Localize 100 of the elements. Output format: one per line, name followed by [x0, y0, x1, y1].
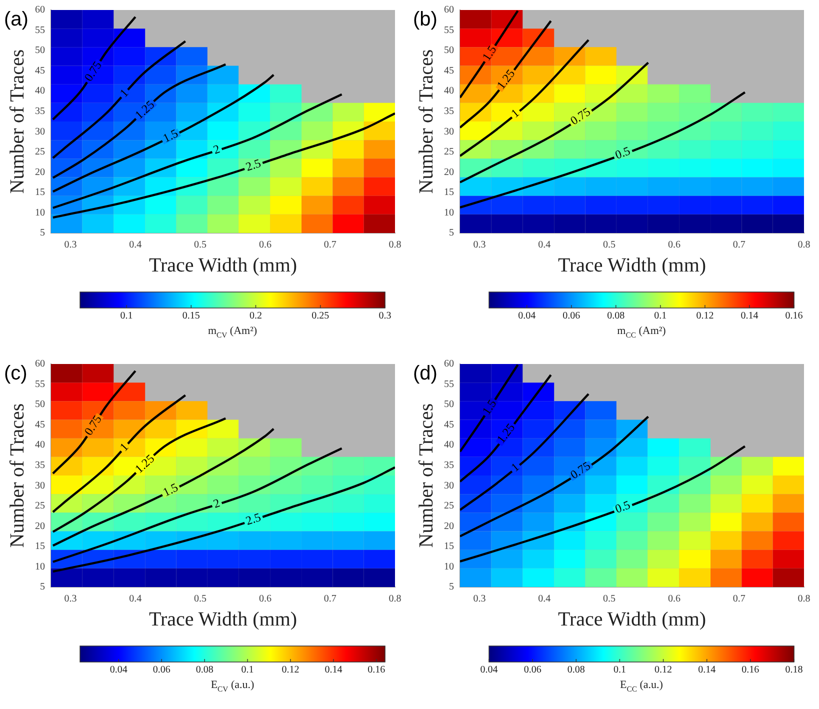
x-tick-label: 0.7 — [732, 594, 746, 605]
text: 0.5 — [613, 498, 632, 516]
y-tick-label: 55 — [444, 378, 454, 390]
text: (a) — [4, 8, 28, 31]
y-tick-label: 35 — [444, 460, 454, 471]
x-tick-label: 0.4 — [538, 594, 551, 605]
y-tick-label: 20 — [35, 166, 45, 178]
color-bar-label: 0.08 — [567, 664, 585, 676]
color-bar-label: 0.06 — [524, 664, 542, 676]
text: 1.25 — [494, 420, 518, 446]
y-tick-label: 30 — [35, 480, 45, 492]
y-tick-label: 25 — [35, 146, 45, 158]
color-bar-label: 0.08 — [607, 310, 625, 322]
text: (d) — [413, 362, 438, 385]
color-bar-label: 0.25 — [312, 310, 330, 322]
y-axis-title: Number of Traces — [6, 403, 28, 548]
y-tick-label: 40 — [444, 440, 454, 451]
y-tick-label: 30 — [444, 126, 454, 138]
y-tick-label: 45 — [35, 419, 45, 430]
y-tick-label: 40 — [444, 86, 454, 97]
color-bar-label: 0.14 — [740, 310, 758, 322]
text: 1.25 — [494, 66, 518, 92]
y-axis-title: Number of Traces — [415, 403, 438, 548]
y-tick-label: 10 — [35, 561, 45, 572]
color-bar-label: 0.15 — [182, 310, 200, 322]
y-tick-label: 55 — [35, 378, 45, 390]
text: 2.5 — [244, 510, 263, 528]
x-tick-label: 0.6 — [258, 240, 272, 251]
y-tick-label: 50 — [35, 399, 45, 410]
x-tick-label: 0.5 — [603, 240, 616, 251]
color-bar-label: 0.16 — [742, 664, 760, 676]
y-tick-label: 60 — [444, 358, 454, 370]
y-tick-label: 50 — [444, 399, 454, 410]
text: 1.5 — [160, 126, 180, 146]
color-bar-label: 0.12 — [696, 310, 714, 322]
color-bar-label: 0.3 — [378, 310, 392, 322]
text: 1.5 — [479, 397, 500, 418]
y-axis-title: Number of Traces — [415, 49, 438, 194]
y-tick-label: 50 — [444, 45, 454, 56]
x-tick-label: 0.5 — [194, 594, 207, 605]
y-tick-label: 35 — [35, 460, 45, 471]
y-tick-label: 40 — [35, 86, 45, 97]
y-tick-label: 60 — [35, 358, 45, 370]
color-bar-label: 0.16 — [785, 310, 803, 322]
y-tick-label: 5 — [40, 582, 45, 593]
y-tick-label: 20 — [444, 520, 454, 532]
x-tick-label: 0.4 — [129, 240, 142, 251]
text: 2 — [211, 496, 222, 511]
y-tick-label: 10 — [444, 561, 454, 572]
x-tick-label: 0.4 — [129, 594, 142, 605]
y-tick-label: 35 — [444, 106, 454, 117]
line-series — [460, 392, 590, 512]
y-tick-label: 10 — [35, 207, 45, 218]
x-tick-label: 0.5 — [603, 594, 616, 605]
x-tick-label: 0.3 — [64, 594, 77, 605]
text: (b) — [413, 8, 438, 31]
x-tick-label: 0.7 — [324, 240, 336, 251]
y-tick-label: 20 — [35, 520, 45, 532]
text: 0.75 — [568, 104, 593, 128]
x-axis-title: Trace Width (mm) — [148, 254, 298, 276]
y-tick-label: 50 — [35, 45, 45, 56]
text: (c) — [4, 362, 28, 385]
x-tick-label: 0.5 — [194, 240, 207, 251]
y-tick-label: 45 — [35, 65, 45, 76]
color-bar-label: 0.06 — [152, 664, 170, 676]
text: 1 — [116, 440, 132, 454]
y-tick-label: 45 — [444, 419, 454, 430]
x-axis-title: Trace Width (mm) — [558, 608, 706, 630]
color-bar-label: 0.18 — [785, 664, 803, 676]
x-axis-title: Trace Width (mm) — [148, 608, 298, 630]
y-tick-label: 30 — [35, 126, 45, 138]
y-tick-label: 30 — [444, 480, 454, 492]
color-bar-label: 0.1 — [654, 310, 667, 322]
color-bar-label: 0.12 — [282, 664, 300, 676]
x-tick-label: 0.7 — [324, 594, 336, 605]
text: 0.75 — [81, 58, 104, 84]
y-tick-label: 25 — [444, 146, 454, 158]
y-tick-label: 10 — [444, 207, 454, 218]
y-tick-label: 35 — [35, 106, 45, 117]
y-tick-label: 15 — [35, 541, 45, 552]
x-tick-label: 0.4 — [538, 240, 551, 251]
y-tick-label: 60 — [35, 4, 45, 16]
x-tick-label: 0.6 — [668, 240, 680, 251]
x-tick-label: 0.6 — [258, 594, 272, 605]
color-bar-label: 0.06 — [562, 310, 580, 322]
y-tick-label: 15 — [444, 187, 454, 198]
text: 1.25 — [132, 451, 158, 476]
color-bar-label: 0.12 — [654, 664, 672, 676]
y-tick-label: 15 — [35, 187, 45, 198]
y-tick-label: 55 — [444, 24, 454, 36]
color-bar-label: 0.04 — [518, 310, 536, 322]
x-tick-label: 0.6 — [668, 594, 680, 605]
text: 0.75 — [568, 458, 593, 482]
color-bar-label: 0.14 — [698, 664, 716, 676]
y-tick-label: 5 — [449, 582, 454, 593]
y-tick-label: 5 — [40, 228, 45, 239]
x-tick-label: 0.3 — [473, 240, 486, 251]
text: 0.5 — [613, 144, 632, 162]
line-series — [460, 38, 590, 158]
y-tick-label: 5 — [449, 228, 454, 239]
